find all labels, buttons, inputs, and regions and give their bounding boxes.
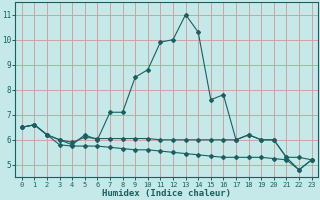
X-axis label: Humidex (Indice chaleur): Humidex (Indice chaleur): [102, 189, 231, 198]
